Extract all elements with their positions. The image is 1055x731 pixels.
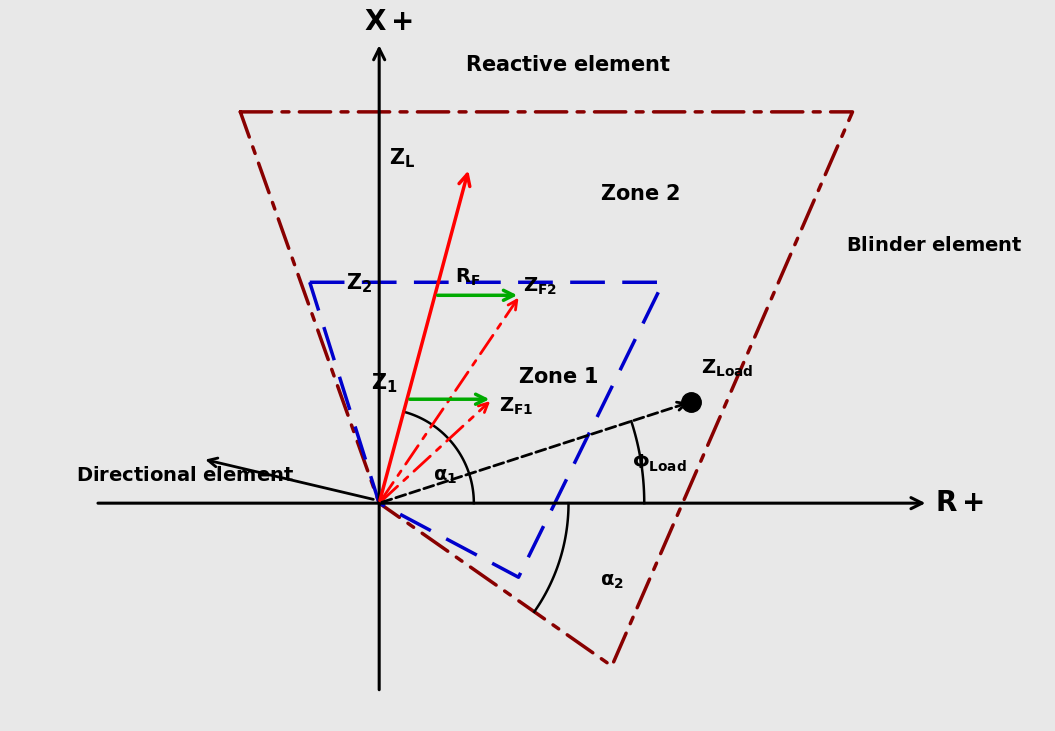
Text: $\mathbf{Zone\ 2}$: $\mathbf{Zone\ 2}$ [600, 184, 680, 204]
Text: $\mathbf{\Phi_{Load}}$: $\mathbf{\Phi_{Load}}$ [632, 452, 687, 474]
Text: $\mathbf{Z_{Load}}$: $\mathbf{Z_{Load}}$ [701, 357, 753, 379]
Text: $\mathbf{Z_{F1}}$: $\mathbf{Z_{F1}}$ [499, 396, 533, 417]
Text: $\mathbf{R+}$: $\mathbf{R+}$ [935, 489, 983, 517]
Text: $\mathbf{R_F}$: $\mathbf{R_F}$ [456, 267, 481, 288]
Text: $\mathbf{X+}$: $\mathbf{X+}$ [364, 8, 414, 36]
Text: $\mathbf{Z_{F2}}$: $\mathbf{Z_{F2}}$ [523, 276, 557, 298]
Text: $\mathbf{Blinder\ element}$: $\mathbf{Blinder\ element}$ [846, 235, 1023, 254]
Text: $\mathbf{Z_2}$: $\mathbf{Z_2}$ [346, 271, 371, 295]
Text: $\mathbf{Z_1}$: $\mathbf{Z_1}$ [371, 372, 398, 395]
Text: $\mathbf{Reactive\ element}$: $\mathbf{Reactive\ element}$ [465, 55, 672, 75]
Text: $\mathbf{Z_L}$: $\mathbf{Z_L}$ [389, 147, 416, 170]
Text: $\mathbf{\alpha_1}$: $\mathbf{\alpha_1}$ [433, 467, 457, 486]
Text: $\mathbf{Zone\ 1}$: $\mathbf{Zone\ 1}$ [518, 367, 598, 387]
Text: $\mathbf{\alpha_2}$: $\mathbf{\alpha_2}$ [600, 572, 625, 591]
Text: $\mathbf{Directional\ element}$: $\mathbf{Directional\ element}$ [76, 466, 294, 485]
